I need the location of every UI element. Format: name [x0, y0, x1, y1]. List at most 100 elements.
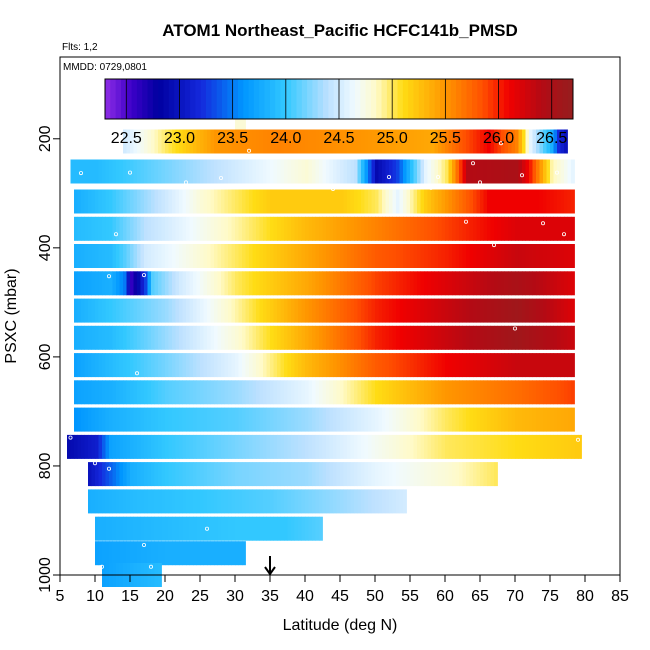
heat-cell [445, 216, 449, 241]
heat-cell [322, 298, 327, 323]
heat-cell [469, 216, 474, 241]
heat-cell [203, 353, 208, 378]
colorbar-segment [142, 79, 148, 119]
heat-cell [123, 380, 127, 405]
heat-cell [462, 271, 467, 296]
heat-cell [417, 189, 421, 214]
heat-cell [224, 516, 229, 541]
heat-cell [326, 298, 330, 323]
heat-cell [228, 380, 232, 405]
x-tick-label: 70 [506, 588, 524, 605]
colorbar-segment [285, 79, 292, 119]
heat-cell [242, 541, 246, 566]
heat-cell [455, 462, 460, 487]
heat-cell [448, 407, 453, 432]
heat-cell [431, 216, 435, 241]
heat-cell [452, 271, 456, 296]
colorbar-segment [264, 79, 271, 119]
heat-cell [343, 298, 348, 323]
heat-cell [238, 106, 243, 134]
colorbar-segment [328, 79, 335, 119]
heat-cell [88, 216, 92, 241]
heat-cell [445, 129, 449, 154]
heat-cell [487, 189, 491, 214]
heat-cell [438, 189, 442, 214]
heat-cell [294, 129, 299, 154]
heat-cell [116, 489, 120, 514]
heat-cell [378, 189, 383, 214]
heat-cell [399, 434, 404, 459]
heat-cell [74, 353, 78, 378]
colorbar-tick-label: 22.5 [111, 130, 142, 147]
heat-cell [151, 353, 155, 378]
heat-cell [424, 380, 428, 405]
heat-cell [357, 216, 362, 241]
heat-cell [539, 325, 544, 350]
heat-cell [186, 541, 190, 566]
heat-cell [175, 129, 180, 154]
heat-cell [144, 516, 148, 541]
heat-cell [140, 462, 145, 487]
heat-cell [158, 244, 162, 268]
heat-cell [280, 298, 285, 323]
heat-cell [525, 325, 530, 350]
heat-cell [560, 407, 565, 432]
heat-cell [179, 189, 183, 214]
heat-cell [557, 244, 561, 268]
heat-cell [263, 325, 267, 350]
heat-cell [116, 462, 120, 487]
heat-cell [186, 353, 190, 378]
heat-cell [452, 244, 456, 268]
heat-cell [424, 216, 428, 241]
heat-cell [399, 353, 404, 378]
heat-cell [196, 434, 201, 459]
heat-cell [137, 271, 141, 296]
heat-cell [168, 407, 173, 432]
y-tick-label: 600 [37, 343, 54, 370]
heat-cell [151, 298, 155, 323]
heat-cell [266, 434, 271, 459]
heat-cell [438, 244, 442, 268]
heat-cell [109, 462, 113, 487]
heat-cell [95, 271, 99, 296]
heat-cell [301, 380, 306, 405]
heat-cell [361, 462, 365, 487]
heat-cell [200, 353, 204, 378]
colorbar-segment [503, 79, 510, 119]
heat-cell [497, 271, 502, 296]
heat-cell [494, 298, 498, 323]
heat-cell [147, 353, 152, 378]
heat-cell [448, 353, 453, 378]
heat-cell [543, 434, 547, 459]
heat-cell [273, 462, 278, 487]
heat-cell [413, 434, 418, 459]
heat-cell [326, 271, 330, 296]
heat-cell [305, 434, 309, 459]
heat-cell [350, 298, 355, 323]
colorbar-segment [269, 79, 276, 119]
heat-cell [249, 489, 253, 514]
heat-cell [221, 216, 225, 241]
heat-cell [235, 244, 239, 268]
heat-cell [462, 380, 467, 405]
heat-cell [231, 189, 236, 214]
heat-cell [242, 129, 246, 154]
heat-cell [294, 516, 299, 541]
heat-cell [399, 380, 404, 405]
heat-cell [77, 380, 82, 405]
heat-cell [466, 129, 470, 154]
heat-cell [389, 325, 393, 350]
heat-cell [126, 462, 131, 487]
heat-cell [280, 244, 285, 268]
heat-cell [319, 325, 323, 350]
heat-cell [403, 244, 407, 268]
heat-cell [112, 325, 117, 350]
heat-cell [476, 216, 481, 241]
heat-cell [91, 216, 96, 241]
heat-cell [343, 325, 348, 350]
heat-cell [315, 489, 320, 514]
heat-cell [207, 244, 211, 268]
heat-cell [158, 434, 162, 459]
heat-cell [154, 129, 159, 154]
heat-cell [193, 298, 197, 323]
